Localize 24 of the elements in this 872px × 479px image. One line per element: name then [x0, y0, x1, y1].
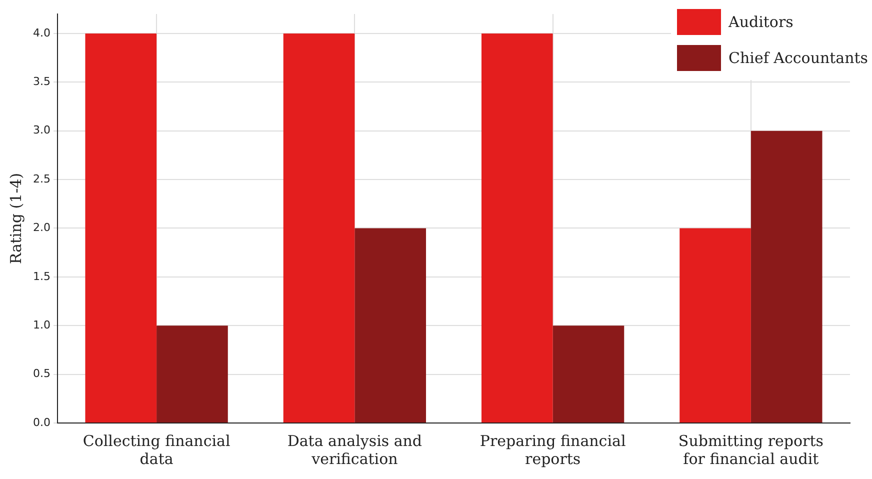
bar: [552, 326, 624, 422]
y-tick-label: 2.5: [32, 172, 50, 186]
bar: [85, 33, 157, 422]
y-tick-label: 0.0: [32, 416, 50, 429]
y-tick-label: 0.5: [32, 367, 50, 380]
y-tick-label: 4.0: [32, 26, 50, 40]
bar: [156, 326, 228, 422]
x-tick-label: Collecting financial data: [82, 432, 230, 468]
x-tick-label: Preparing financial reports: [480, 432, 626, 468]
y-tick-label: 2.0: [32, 221, 50, 234]
bar: [283, 33, 355, 422]
bar: [750, 130, 822, 422]
y-axis-title: Rating (1-4): [6, 172, 25, 264]
legend-label: Auditors: [728, 13, 794, 31]
y-tick-label: 3.0: [32, 124, 50, 137]
bar: [354, 228, 426, 422]
y-tick-label: 1.0: [32, 318, 50, 332]
bar: [481, 33, 553, 422]
y-tick-label: 1.5: [32, 270, 50, 283]
y-tick-label: 3.5: [32, 75, 50, 88]
bar: [680, 228, 751, 422]
legend-label: Chief Accountants: [728, 49, 868, 67]
x-tick-label: Submitting reports for financial audit: [678, 432, 824, 468]
x-tick-label: Data analysis and verification: [287, 432, 422, 468]
